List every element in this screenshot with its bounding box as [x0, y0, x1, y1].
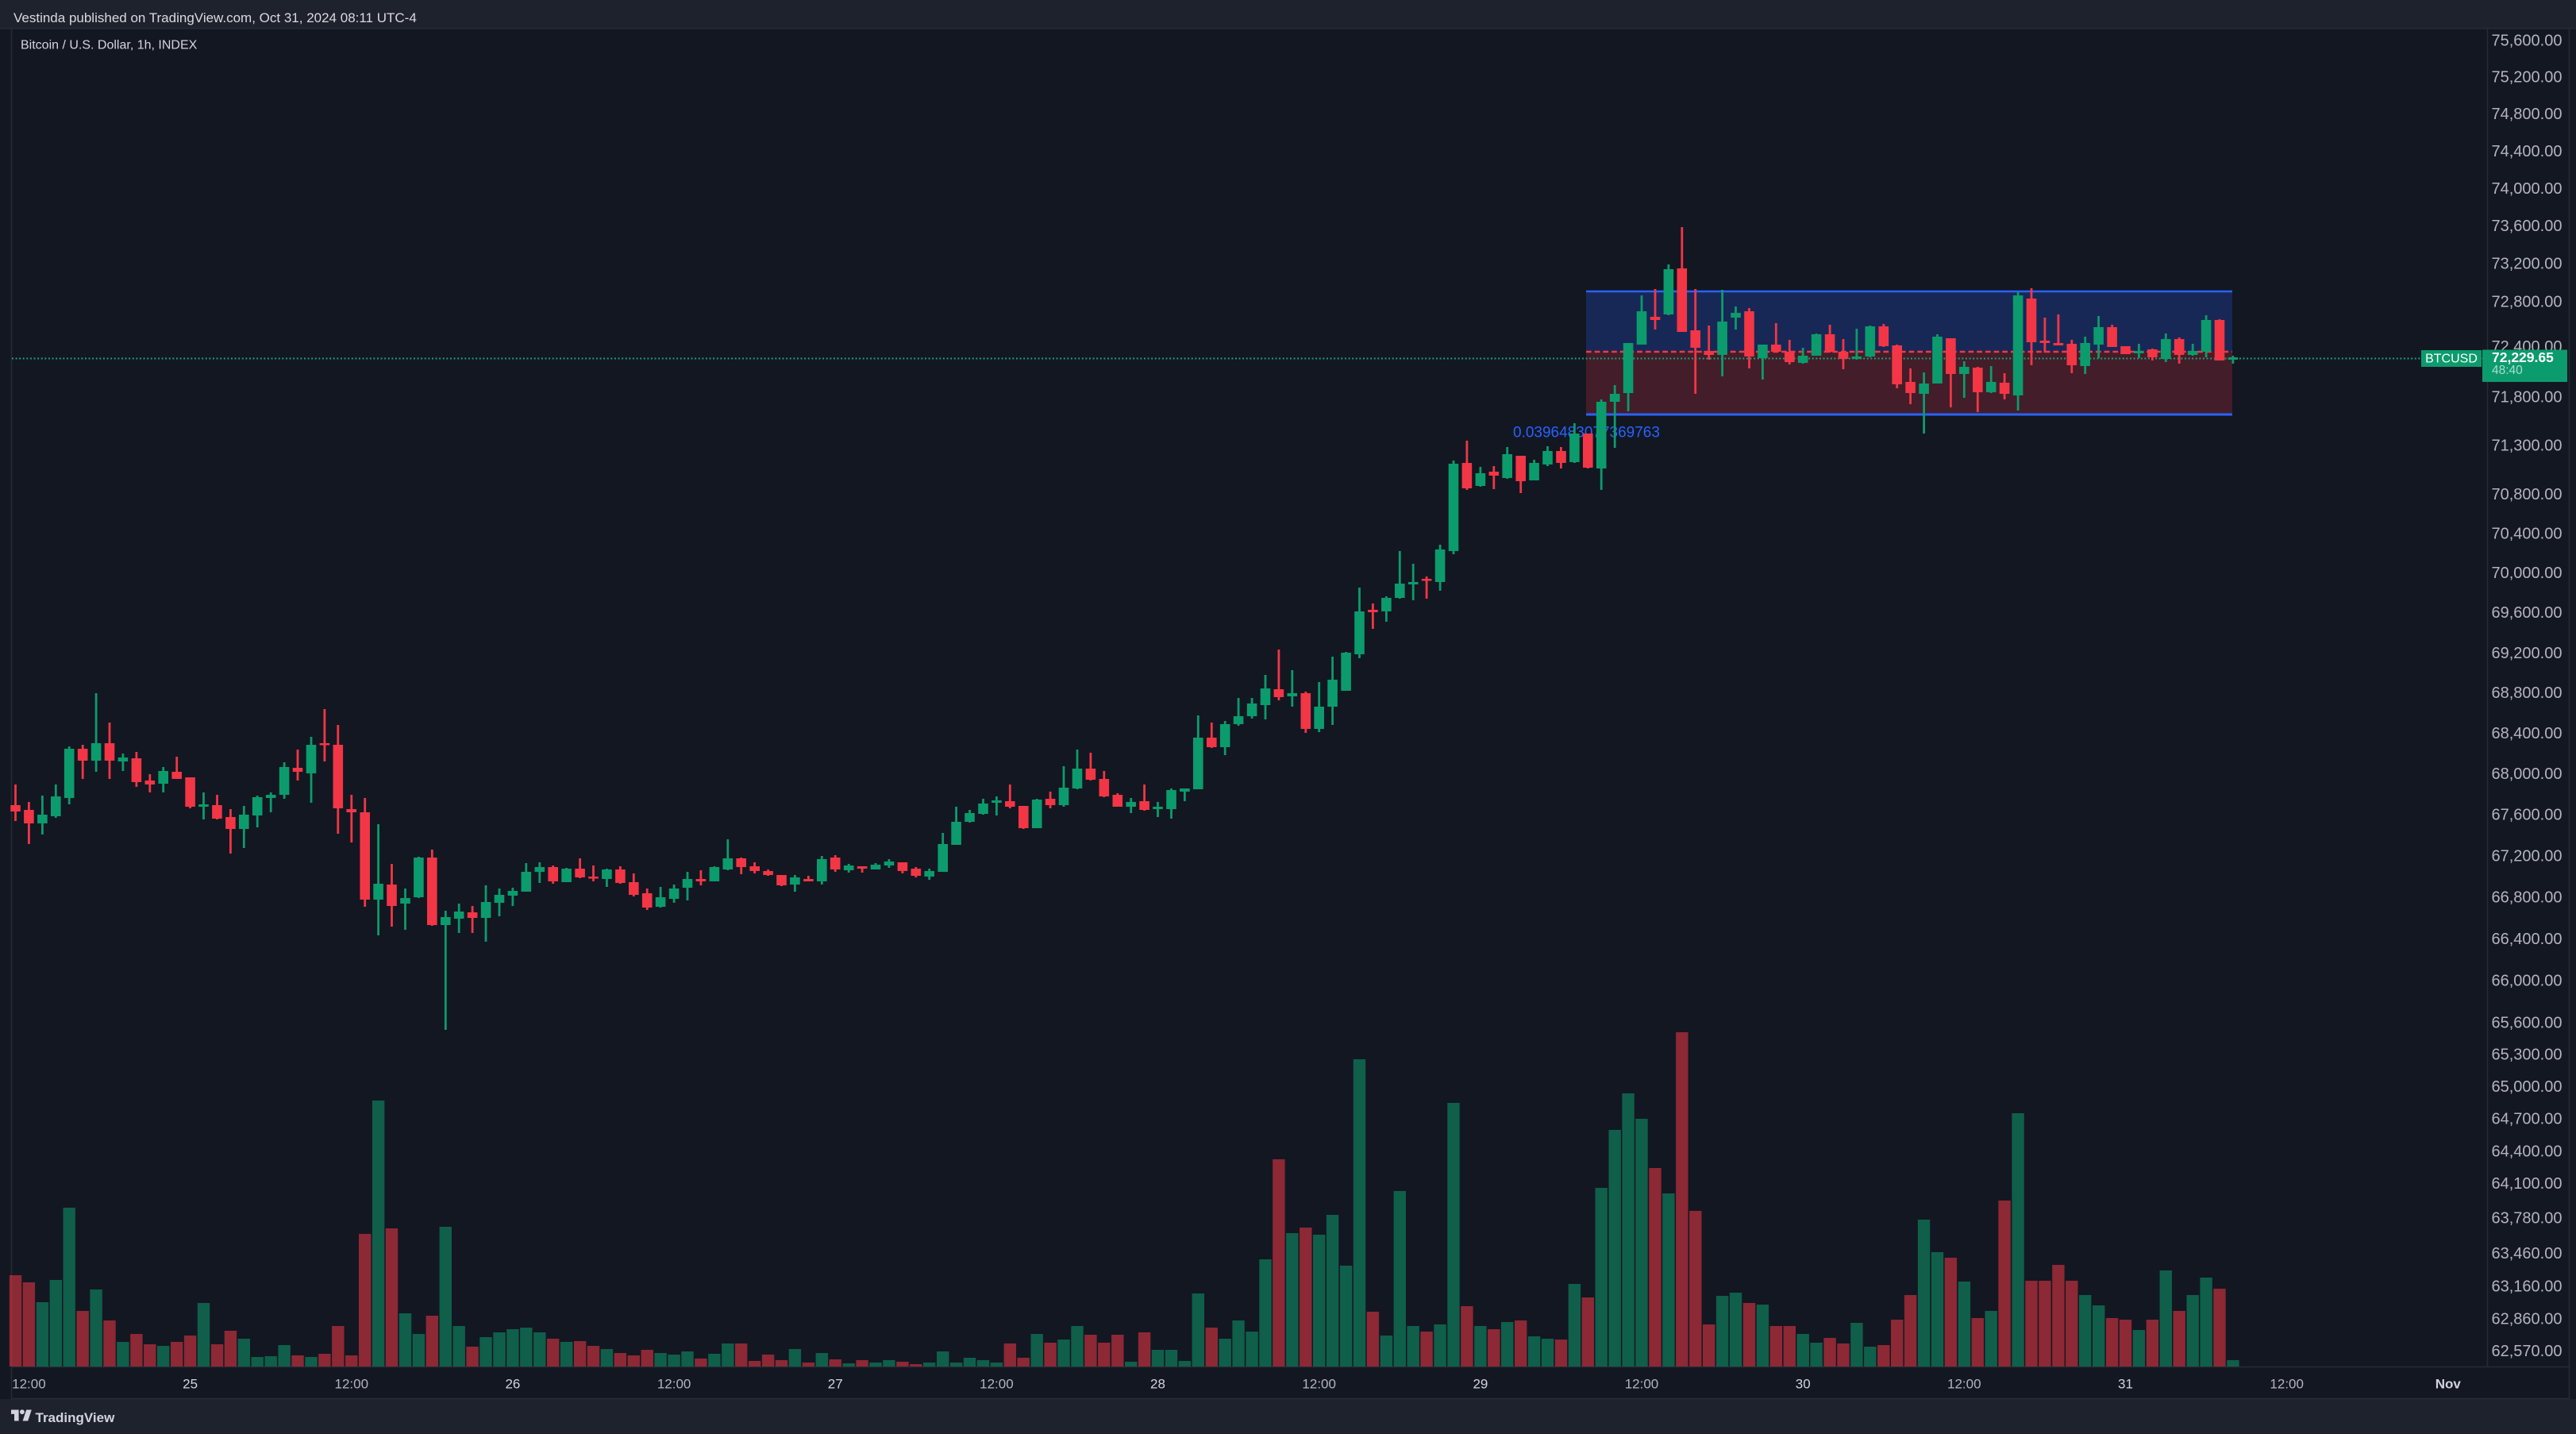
svg-text:75,200.00: 75,200.00 [2492, 68, 2563, 86]
svg-text:68,000.00: 68,000.00 [2492, 765, 2563, 783]
svg-text:12:00: 12:00 [1302, 1377, 1336, 1392]
svg-text:71,300.00: 71,300.00 [2492, 438, 2563, 455]
svg-text:BTCUSD: BTCUSD [2425, 353, 2478, 366]
svg-text:12:00: 12:00 [2270, 1377, 2304, 1392]
svg-text:74,000.00: 74,000.00 [2492, 180, 2563, 198]
svg-text:Bitcoin / U.S. Dollar, 1h, IND: Bitcoin / U.S. Dollar, 1h, INDEX [21, 39, 198, 52]
svg-text:25: 25 [183, 1377, 198, 1392]
svg-text:75,600.00: 75,600.00 [2492, 33, 2563, 50]
svg-text:64,400.00: 64,400.00 [2492, 1143, 2563, 1160]
svg-text:69,200.00: 69,200.00 [2492, 645, 2563, 662]
svg-text:72,229.65: 72,229.65 [2492, 349, 2554, 365]
svg-text:70,000.00: 70,000.00 [2492, 565, 2563, 582]
svg-text:30: 30 [1796, 1377, 1811, 1392]
svg-text:66,400.00: 66,400.00 [2492, 931, 2563, 948]
svg-text:31: 31 [2118, 1377, 2133, 1392]
svg-text:63,160.00: 63,160.00 [2492, 1278, 2563, 1296]
svg-text:68,800.00: 68,800.00 [2492, 684, 2563, 702]
svg-text:62,570.00: 62,570.00 [2492, 1343, 2563, 1360]
svg-text:0.0396483077369763: 0.0396483077369763 [1513, 425, 1660, 441]
svg-text:64,100.00: 64,100.00 [2492, 1175, 2563, 1193]
svg-text:29: 29 [1473, 1377, 1488, 1392]
svg-text:66,000.00: 66,000.00 [2492, 973, 2563, 990]
svg-text:Nov: Nov [2435, 1377, 2462, 1392]
svg-text:63,780.00: 63,780.00 [2492, 1210, 2563, 1228]
svg-text:67,600.00: 67,600.00 [2492, 807, 2563, 824]
svg-text:TradingView: TradingView [36, 1410, 116, 1425]
svg-text:74,400.00: 74,400.00 [2492, 143, 2563, 160]
svg-text:65,600.00: 65,600.00 [2492, 1015, 2563, 1032]
svg-text:12:00: 12:00 [12, 1377, 46, 1392]
svg-text:28: 28 [1150, 1377, 1165, 1392]
svg-text:70,400.00: 70,400.00 [2492, 525, 2563, 542]
svg-text:68,400.00: 68,400.00 [2492, 725, 2563, 742]
svg-text:12:00: 12:00 [1947, 1377, 1981, 1392]
svg-text:63,460.00: 63,460.00 [2492, 1245, 2563, 1262]
svg-text:65,000.00: 65,000.00 [2492, 1078, 2563, 1096]
svg-text:67,200.00: 67,200.00 [2492, 847, 2563, 865]
svg-text:72,800.00: 72,800.00 [2492, 294, 2563, 311]
svg-text:69,600.00: 69,600.00 [2492, 604, 2563, 622]
svg-text:12:00: 12:00 [980, 1377, 1014, 1392]
svg-text:74,800.00: 74,800.00 [2492, 106, 2563, 123]
svg-text:12:00: 12:00 [1625, 1377, 1659, 1392]
svg-text:62,860.00: 62,860.00 [2492, 1310, 2563, 1328]
svg-text:73,200.00: 73,200.00 [2492, 256, 2563, 273]
svg-text:65,300.00: 65,300.00 [2492, 1047, 2563, 1064]
svg-text:48:40: 48:40 [2492, 364, 2523, 377]
svg-text:70,800.00: 70,800.00 [2492, 486, 2563, 503]
svg-text:27: 27 [828, 1377, 843, 1392]
svg-text:73,600.00: 73,600.00 [2492, 218, 2563, 235]
svg-text:Vestinda published on TradingV: Vestinda published on TradingView.com, O… [13, 10, 417, 25]
svg-text:12:00: 12:00 [335, 1377, 369, 1392]
svg-text:66,800.00: 66,800.00 [2492, 889, 2563, 906]
svg-text:71,800.00: 71,800.00 [2492, 389, 2563, 407]
svg-text:64,700.00: 64,700.00 [2492, 1111, 2563, 1128]
svg-text:26: 26 [505, 1377, 520, 1392]
svg-text:12:00: 12:00 [657, 1377, 691, 1392]
